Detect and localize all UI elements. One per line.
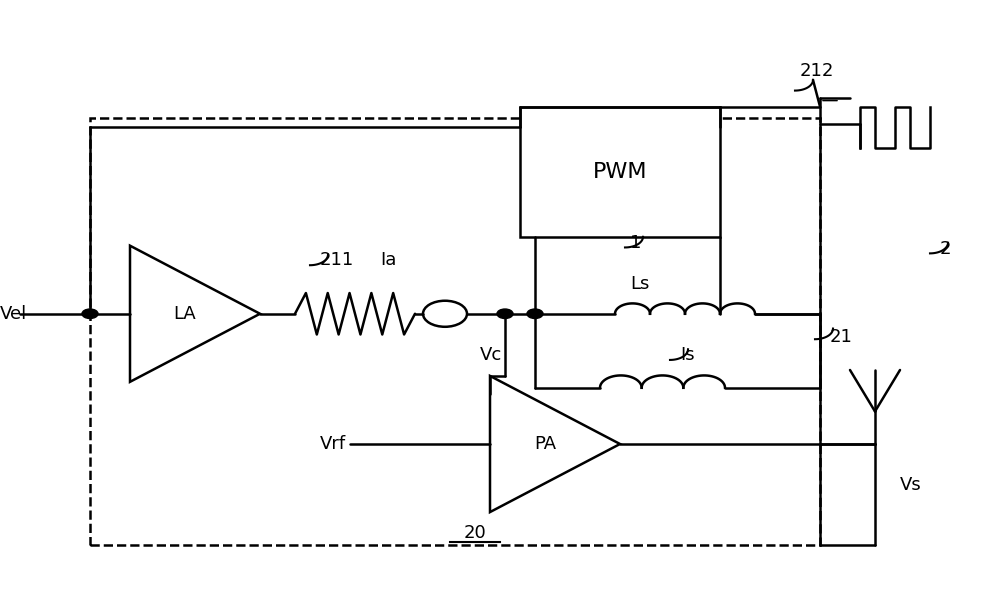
Circle shape xyxy=(497,309,513,318)
Text: Is: Is xyxy=(680,346,695,364)
Circle shape xyxy=(82,309,98,318)
Text: Vs: Vs xyxy=(900,477,922,494)
Text: 2: 2 xyxy=(940,240,952,258)
Text: 20: 20 xyxy=(464,524,486,542)
Text: 1: 1 xyxy=(630,234,641,252)
Text: Ls: Ls xyxy=(630,275,649,293)
Text: PWM: PWM xyxy=(593,162,647,182)
Text: Ia: Ia xyxy=(380,252,396,269)
Text: Vrf: Vrf xyxy=(320,435,346,453)
Text: 211: 211 xyxy=(320,252,354,269)
FancyBboxPatch shape xyxy=(520,107,720,237)
Circle shape xyxy=(527,309,543,318)
Text: 212: 212 xyxy=(800,62,834,80)
Text: Vc: Vc xyxy=(480,346,502,364)
Text: LA: LA xyxy=(174,305,196,323)
Text: PA: PA xyxy=(534,435,556,453)
Text: 21: 21 xyxy=(830,329,853,346)
Text: Vel: Vel xyxy=(0,305,27,323)
